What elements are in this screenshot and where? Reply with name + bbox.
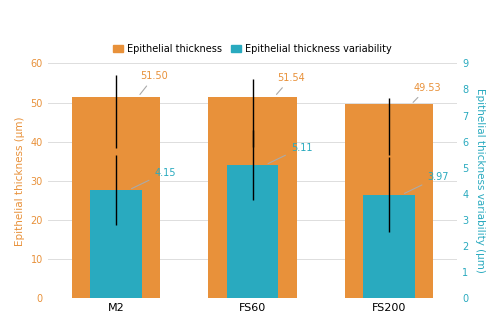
- Text: 51.54: 51.54: [276, 73, 305, 94]
- Bar: [208, 96, 297, 298]
- Text: 49.53: 49.53: [413, 83, 441, 102]
- Bar: [90, 190, 142, 298]
- Y-axis label: Epithelial thickness variability (μm): Epithelial thickness variability (μm): [475, 88, 485, 273]
- Text: 4.15: 4.15: [132, 168, 176, 189]
- Text: 51.50: 51.50: [140, 71, 168, 94]
- Y-axis label: Epithelial thickness (μm): Epithelial thickness (μm): [15, 116, 25, 246]
- Bar: [344, 104, 434, 298]
- Bar: [226, 165, 278, 298]
- Text: 3.97: 3.97: [404, 172, 448, 194]
- Bar: [363, 195, 415, 298]
- Legend: Epithelial thickness, Epithelial thickness variability: Epithelial thickness, Epithelial thickne…: [110, 40, 396, 58]
- Bar: [72, 97, 160, 298]
- Text: 5.11: 5.11: [268, 143, 312, 164]
